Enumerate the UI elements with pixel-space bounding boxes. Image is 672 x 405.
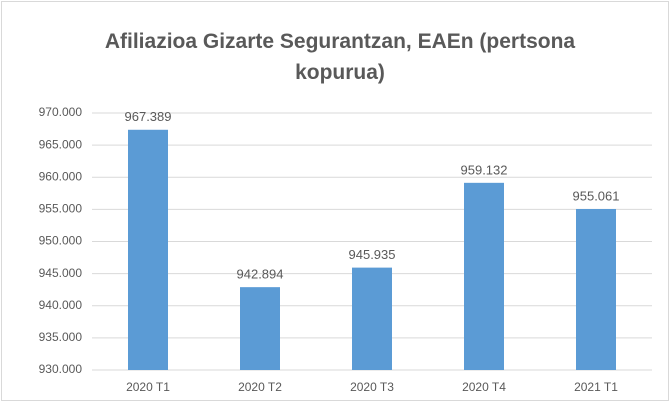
bar <box>240 287 280 370</box>
bar <box>128 129 168 370</box>
chart-title: Afiliazioa Gizarte Segurantzan, EAEn (pe… <box>104 30 576 84</box>
x-tick-label: 2020 T3 <box>350 380 394 394</box>
y-tick-label: 945.000 <box>39 266 83 280</box>
data-label: 967.389 <box>125 109 172 124</box>
y-tick-label: 935.000 <box>39 330 83 344</box>
data-label: 942.894 <box>237 267 284 282</box>
data-label: 945.935 <box>349 247 396 262</box>
data-label: 955.061 <box>573 188 620 203</box>
y-tick-label: 970.000 <box>39 105 83 119</box>
y-tick-label: 955.000 <box>39 202 83 216</box>
y-tick-label: 960.000 <box>39 169 83 183</box>
bar <box>576 208 616 370</box>
x-tick-label: 2021 T1 <box>574 380 618 394</box>
y-tick-label: 930.000 <box>39 362 83 376</box>
y-tick-label: 950.000 <box>39 234 83 248</box>
x-tick-label: 2020 T2 <box>238 380 282 394</box>
bar <box>464 182 504 370</box>
y-tick-label: 940.000 <box>39 298 83 312</box>
data-label: 959.132 <box>461 162 508 177</box>
x-tick-label: 2020 T1 <box>126 380 170 394</box>
y-tick-label: 965.000 <box>39 137 83 151</box>
bar <box>352 267 392 370</box>
x-tick-label: 2020 T4 <box>462 380 506 394</box>
